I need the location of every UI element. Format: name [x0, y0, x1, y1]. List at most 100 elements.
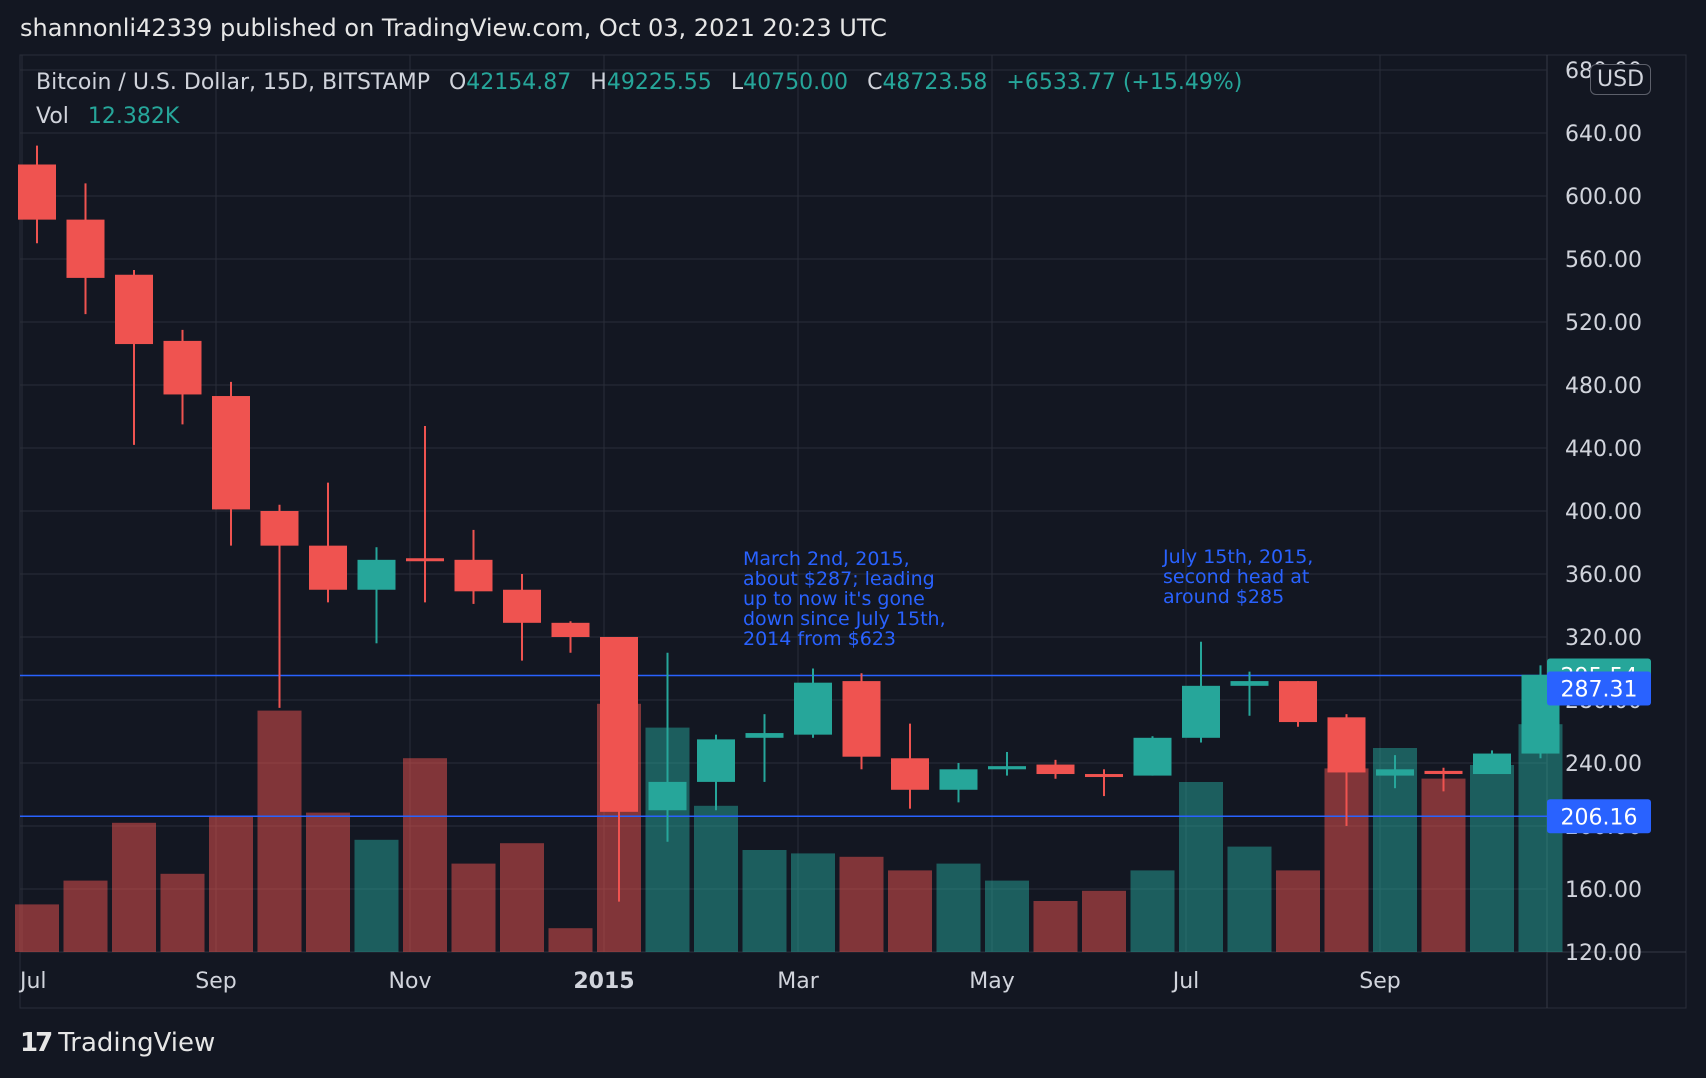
change-value: +6533.77 (+15.49%): [1006, 70, 1243, 95]
price-label: 206.16: [1561, 805, 1638, 830]
candles: [18, 145, 1560, 902]
volume-bar: [403, 758, 447, 952]
volume-bar: [1179, 782, 1223, 952]
candle-body: [260, 511, 299, 546]
volume-bar: [936, 863, 981, 952]
candle: [1133, 736, 1172, 776]
volume-bar: [1033, 901, 1078, 952]
candle-body: [1473, 753, 1511, 775]
candle: [406, 425, 444, 603]
candle: [357, 547, 396, 644]
price-tick-label: 480.00: [1565, 374, 1642, 399]
volume-bar: [257, 710, 302, 952]
time-tick-label: Nov: [389, 969, 432, 994]
volume-bar: [839, 856, 884, 952]
candle: [18, 145, 56, 244]
annotation-march-2015: March 2nd, 2015, about $287; leading up …: [743, 549, 946, 649]
candle-body: [18, 164, 56, 220]
price-tick-label: 560.00: [1565, 248, 1642, 273]
price-tick-label: 640.00: [1565, 122, 1642, 147]
candle-body: [745, 733, 784, 738]
candle: [551, 621, 590, 653]
candle-body: [697, 739, 735, 782]
candle: [115, 270, 153, 445]
volume-bar: [1470, 765, 1514, 952]
annotation-line: 2014 from $623: [743, 628, 897, 650]
candle-body: [454, 559, 493, 592]
close-label: C: [867, 70, 883, 95]
candle: [600, 637, 638, 902]
candle: [939, 763, 978, 803]
candle: [1230, 671, 1269, 716]
candle: [1424, 767, 1463, 792]
low-label: L: [730, 70, 744, 95]
candle-body: [309, 545, 347, 590]
candle: [794, 668, 832, 738]
candle-body: [1327, 717, 1366, 773]
symbol-legend: Bitcoin / U.S. Dollar, 15D, BITSTAMP O42…: [36, 70, 1242, 95]
annotation-line: July 15th, 2015,: [1163, 546, 1314, 568]
currency-button[interactable]: USD: [1590, 64, 1652, 95]
volume-bar: [1276, 870, 1320, 952]
price-label: 287.31: [1561, 677, 1638, 702]
candle: [260, 504, 299, 708]
brand-name: TradingView: [58, 1028, 216, 1058]
candle-body: [406, 558, 444, 562]
candle: [1473, 750, 1511, 775]
open-value: 42154.87: [466, 70, 572, 95]
time-tick-label: Sep: [195, 969, 236, 994]
annotation-line: around $285: [1163, 586, 1285, 608]
symbol-name: Bitcoin / U.S. Dollar, 15D, BITSTAMP: [36, 70, 430, 95]
volume-bar: [1130, 870, 1175, 952]
volume-bar: [451, 863, 496, 952]
time-tick-label: Mar: [777, 969, 819, 994]
tradingview-logo[interactable]: 17 TradingView: [20, 1028, 215, 1058]
candle-body: [891, 758, 929, 790]
candle: [66, 183, 105, 315]
volume-bar: [1518, 724, 1563, 952]
open-label: O: [448, 70, 467, 95]
volume-bar: [209, 816, 253, 952]
candle-body: [357, 559, 396, 590]
volume-bar: [15, 904, 59, 952]
annotation-line: about $287; leading: [743, 568, 935, 590]
time-tick-label: 2015: [573, 969, 634, 994]
price-label-box: [1547, 799, 1651, 834]
high-label: H: [590, 70, 607, 95]
candle-body: [988, 766, 1026, 770]
candle-body: [163, 340, 202, 395]
volume-bars: [15, 703, 1563, 952]
horizontal-lines: [20, 674, 1547, 818]
candle-body: [66, 219, 105, 278]
annotation-line: second head at: [1163, 566, 1310, 588]
candle: [163, 329, 202, 425]
candle-body: [939, 769, 978, 790]
candle-body: [1230, 681, 1269, 686]
price-label-box: [1547, 671, 1651, 706]
candle-body: [1182, 685, 1220, 738]
candle: [648, 652, 687, 842]
candle-body: [1376, 769, 1414, 776]
volume-bar: [63, 880, 108, 952]
candle-body: [600, 637, 638, 812]
candle-body: [842, 681, 881, 757]
time-tick-label: Sep: [1359, 969, 1400, 994]
candle: [454, 529, 493, 604]
candle: [697, 734, 735, 811]
price-tick-label: 240.00: [1565, 752, 1642, 777]
volume-bar: [112, 822, 156, 952]
candle: [1376, 755, 1414, 789]
candle: [842, 673, 881, 770]
candle: [745, 714, 784, 782]
volume-bar: [791, 853, 835, 952]
candle-body: [648, 781, 687, 811]
low-value: 40750.00: [743, 70, 849, 95]
time-axis[interactable]: Jul Sep Nov 2015 Mar May Jul Sep: [18, 969, 1401, 994]
candle: [988, 751, 1026, 776]
price-tick-label: 320.00: [1565, 626, 1642, 651]
candle-body: [1424, 770, 1463, 775]
candle-body: [212, 396, 250, 510]
price-tick-label: 400.00: [1565, 500, 1642, 525]
